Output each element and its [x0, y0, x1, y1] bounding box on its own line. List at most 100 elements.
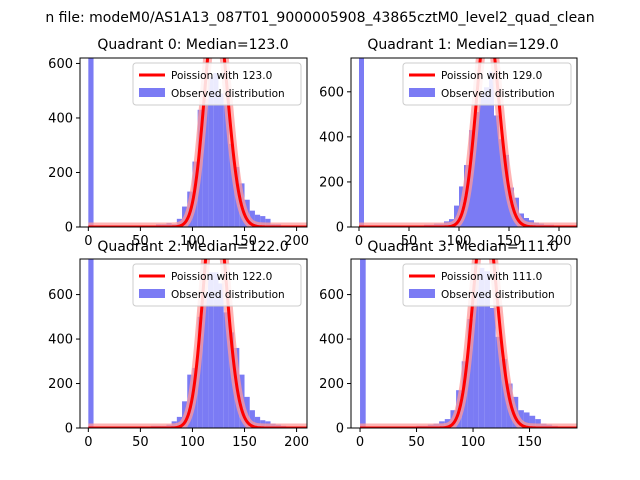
panel-title: Quadrant 3: Median=111.0 [367, 239, 558, 255]
y-tick-label: 200 [48, 377, 73, 392]
histogram-bar [495, 336, 502, 428]
x-tick-label: 150 [232, 234, 257, 249]
y-tick-label: 600 [319, 288, 344, 303]
x-tick-label: 200 [547, 234, 572, 249]
legend-bar-swatch [409, 88, 435, 97]
legend-bar-swatch [139, 88, 165, 97]
histogram-bar [494, 115, 499, 227]
histogram-bar [489, 307, 496, 428]
y-tick-label: 0 [336, 422, 344, 437]
legend: Poission with 111.0 Observed distribution [402, 263, 572, 307]
x-tick-label: 150 [232, 435, 257, 450]
x-tick-label: 200 [284, 435, 309, 450]
legend-label-observed: Observed distribution [441, 289, 555, 301]
histogram-bar [213, 72, 219, 227]
legend-box [402, 62, 572, 106]
plot-area [84, 259, 307, 428]
x-tick-label: 100 [461, 435, 486, 450]
x-tick-label: 50 [132, 435, 149, 450]
y-tick-label: 200 [319, 377, 344, 392]
axes-frame [79, 258, 308, 429]
histogram-bar [484, 271, 490, 428]
histogram-bar [213, 272, 219, 428]
y-tick-label: 200 [319, 175, 344, 190]
x-tick-label: 0 [355, 234, 363, 249]
legend-label-poisson: Poission with 123.0 [171, 70, 272, 82]
legend-box [402, 263, 572, 307]
histogram-bar [474, 112, 479, 227]
histogram-bar [489, 71, 494, 227]
x-tick-label: 0 [84, 234, 92, 249]
legend: Poission with 122.0 Observed distribution [132, 263, 302, 307]
x-tick-label: 50 [401, 234, 418, 249]
x-tick-label: 100 [447, 234, 472, 249]
y-tick-label: 400 [319, 130, 344, 145]
x-tick-label: 100 [180, 435, 205, 450]
y-tick-label: 400 [48, 333, 73, 348]
histogram-bar [473, 274, 479, 428]
y-tick-label: 0 [65, 422, 73, 437]
quadrant-2-panel: 0 50 100 150 200 0 200 400 600 Poission with 122.… [48, 239, 309, 450]
histogram-bar [360, 259, 366, 428]
legend-box [132, 263, 302, 307]
histogram-bar [249, 410, 255, 428]
histogram-bar [228, 143, 235, 227]
x-tick-label: 150 [517, 435, 542, 450]
axes-frame [350, 57, 578, 228]
y-tick-label: 0 [65, 221, 73, 236]
x-tick-label: 200 [284, 234, 309, 249]
histogram-bar [529, 415, 536, 428]
histogram-bar [523, 412, 530, 428]
y-tick-label: 400 [48, 111, 73, 126]
legend-label-observed: Observed distribution [171, 289, 285, 301]
histogram-bar [223, 312, 229, 428]
histogram-bar [499, 139, 504, 227]
histogram-bar [208, 272, 214, 428]
histogram-bar [208, 77, 214, 227]
quadrant-0-panel: 0 50 100 150 200 0 200 400 600 Poission with 123.… [48, 37, 309, 249]
legend: Poission with 129.0 Observed distribution [402, 62, 572, 106]
histogram-bar [467, 319, 474, 428]
histogram-bar [223, 104, 229, 227]
y-tick-label: 600 [48, 288, 73, 303]
histogram-bar [254, 214, 261, 227]
histogram-bar [359, 58, 364, 227]
x-tick-label: 0 [356, 435, 364, 450]
panel-title: Quadrant 0: Median=123.0 [97, 37, 288, 53]
x-tick-label: 150 [497, 234, 522, 249]
y-tick-label: 200 [48, 166, 73, 181]
histogram-bar [88, 58, 94, 227]
histogram-bar [88, 259, 94, 428]
legend-bar-swatch [139, 289, 165, 298]
panel-title: Quadrant 1: Median=129.0 [367, 37, 558, 53]
histogram-bar [254, 416, 261, 428]
legend-label-poisson: Poission with 122.0 [171, 271, 272, 283]
figure-suptitle: n file: modeM0/AS1A13_087T01_9000005908_… [45, 10, 594, 26]
legend-bar-swatch [409, 289, 435, 298]
legend: Poission with 123.0 Observed distribution [132, 62, 302, 106]
quadrant-3-panel: 0 50 100 150 0 200 400 600 Poission with 111.0 Ob… [319, 239, 578, 450]
y-tick-label: 600 [319, 85, 344, 100]
legend-label-observed: Observed distribution [171, 88, 285, 100]
axes-frame [79, 57, 308, 228]
y-tick-label: 0 [336, 221, 344, 236]
legend-box [132, 62, 302, 106]
legend-label-poisson: Poission with 111.0 [441, 271, 542, 283]
x-tick-label: 0 [84, 435, 92, 450]
axes-frame [350, 258, 578, 429]
histogram-bar [484, 87, 489, 227]
y-tick-label: 600 [48, 57, 73, 72]
histogram-bar [260, 216, 266, 227]
quadrant-1-panel: 0 50 100 150 200 0 200 400 600 Poission with 129.… [319, 37, 578, 249]
histogram-bar [249, 210, 255, 227]
x-tick-label: 100 [180, 234, 205, 249]
histogram-bar [218, 93, 224, 227]
histogram-bar [202, 98, 209, 227]
y-tick-label: 400 [319, 333, 344, 348]
panel-title: Quadrant 2: Median=122.0 [97, 239, 288, 255]
x-tick-label: 50 [408, 435, 425, 450]
x-tick-label: 50 [132, 234, 149, 249]
legend-label-observed: Observed distribution [441, 88, 555, 100]
histogram-bar [202, 293, 209, 428]
